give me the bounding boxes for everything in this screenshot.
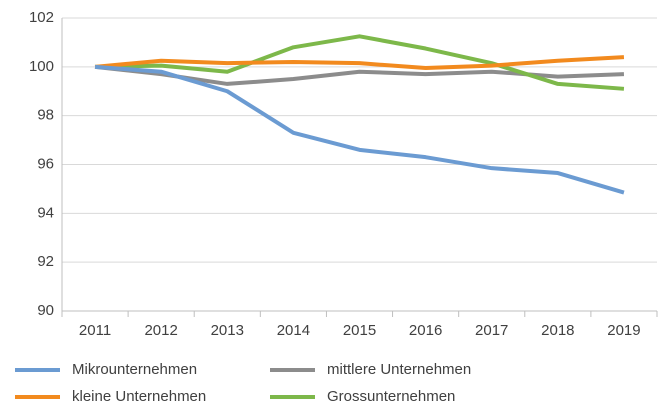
line-series xyxy=(94,55,625,71)
x-tick-label: 2019 xyxy=(607,322,640,339)
x-tick-label: 2018 xyxy=(541,322,574,339)
x-tick-label: 2017 xyxy=(475,322,508,339)
y-tick-label: 96 xyxy=(37,155,54,172)
line-series xyxy=(94,64,625,195)
y-tick-label: 92 xyxy=(37,253,54,270)
legend-label: mittlere Unternehmen xyxy=(327,361,471,378)
x-tick-label: 2012 xyxy=(144,322,177,339)
y-tick-label: 98 xyxy=(37,107,54,124)
x-tick-label: 2014 xyxy=(277,322,310,339)
x-tick-label: 2013 xyxy=(211,322,244,339)
legend-label: kleine Unternehmen xyxy=(72,388,206,405)
legend-label: Grossunternehmen xyxy=(327,388,455,405)
y-tick-label: 102 xyxy=(29,9,54,26)
y-tick-label: 90 xyxy=(37,302,54,319)
legend-label: Mikrounternehmen xyxy=(72,361,197,378)
line-series xyxy=(95,34,625,91)
x-tick-label: 2015 xyxy=(343,322,376,339)
y-tick-label: 100 xyxy=(29,58,54,75)
y-tick-label: 94 xyxy=(37,204,54,221)
x-tick-label: 2016 xyxy=(409,322,442,339)
x-tick-label: 2011 xyxy=(79,322,111,339)
